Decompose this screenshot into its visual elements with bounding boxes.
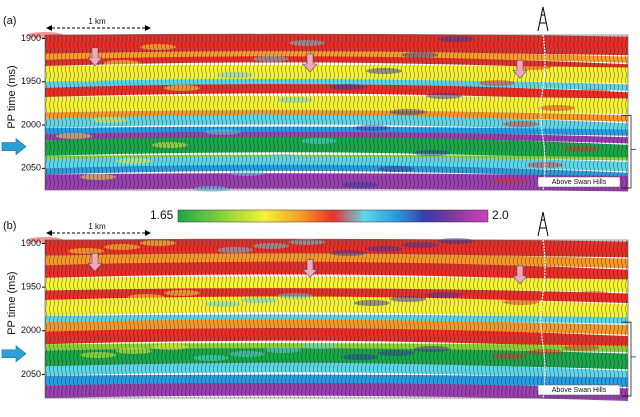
y-tick-label: 2000 <box>21 325 41 335</box>
y-axis-label: PP time (ms) <box>6 272 18 335</box>
wellbore <box>540 239 546 399</box>
pink-arrow <box>87 47 103 67</box>
colorbar <box>177 209 489 223</box>
pink-arrow <box>302 259 318 279</box>
blue-arrow <box>1 137 27 156</box>
panel-label: (b) <box>3 220 16 232</box>
annotation: Above Swan Hills <box>552 387 607 394</box>
y-tick-label: 1900 <box>21 238 41 248</box>
bracket <box>622 115 636 189</box>
pink-arrow <box>512 59 528 79</box>
y-tick-label: 2050 <box>21 369 41 379</box>
seismic-section <box>27 32 628 192</box>
wiggle-traces <box>45 35 628 190</box>
seismic-section <box>27 237 628 401</box>
colorbar-max: 2.0 <box>492 208 509 222</box>
scale-bar-label: 1 km <box>88 17 106 26</box>
pink-arrow <box>302 53 318 73</box>
annotation: Above Swan Hills <box>552 179 607 186</box>
well-icon <box>537 6 549 32</box>
y-tick-label: 1950 <box>21 282 41 292</box>
section-frame <box>44 34 629 191</box>
blue-arrow <box>1 345 27 363</box>
annotation-box <box>537 384 621 396</box>
section-frame <box>44 239 629 399</box>
y-tick-label: 2000 <box>21 119 41 129</box>
bracket <box>622 321 636 397</box>
wiggle-traces <box>45 240 628 398</box>
colorbar-min: 1.65 <box>150 208 174 222</box>
y-tick-label: 1950 <box>21 76 41 86</box>
pink-arrow <box>512 265 528 285</box>
panel-label: (a) <box>3 15 16 27</box>
scale-bar-label: 1 km <box>88 222 106 231</box>
wellbore <box>540 34 546 191</box>
annotation-box <box>537 176 621 188</box>
y-tick-label: 2050 <box>21 163 41 173</box>
well-icon <box>537 211 549 237</box>
y-tick-label: 1900 <box>21 33 41 43</box>
pink-arrow <box>87 252 103 272</box>
y-axis-label: PP time (ms) <box>6 65 18 128</box>
